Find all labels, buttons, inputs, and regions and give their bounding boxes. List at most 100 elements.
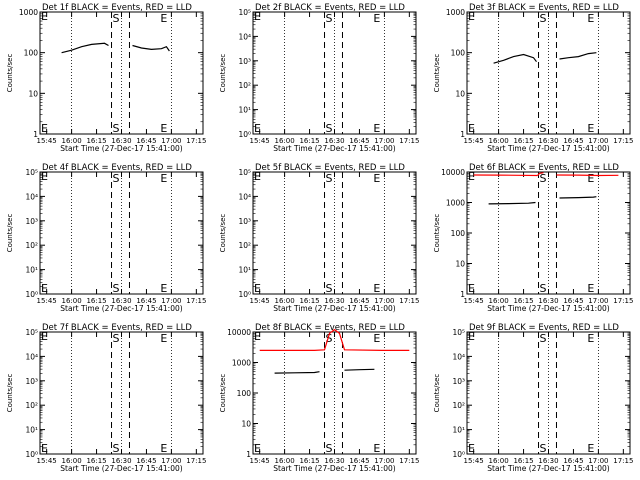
y-axis-label: Counts/sec <box>433 54 441 93</box>
y-tick-label: 10² <box>452 401 465 410</box>
marker-e-label: E <box>468 122 475 135</box>
y-tick-label: 10⁵ <box>25 328 38 337</box>
marker-s-label: S <box>326 282 333 295</box>
series-line-lld <box>537 172 544 176</box>
marker-e-label: E <box>587 282 594 295</box>
x-tick-label: 17:15 <box>399 297 419 305</box>
panel-title: Det 5f BLACK = Events, RED = LLD <box>255 163 405 173</box>
marker-e-label: E <box>254 122 261 135</box>
y-axis-label: Counts/sec <box>433 214 441 253</box>
x-tick-label: 16:45 <box>349 457 369 465</box>
marker-e-label: E <box>41 282 48 295</box>
marker-s-label: S <box>326 122 333 135</box>
x-tick-label: 15:45 <box>37 457 57 465</box>
panel-title: Det 1f BLACK = Events, RED = LLD <box>42 3 192 13</box>
marker-s-label: S <box>540 172 547 185</box>
x-tick-label: 17:00 <box>161 457 181 465</box>
marker-e-label: E <box>587 332 594 345</box>
marker-e-label: E <box>373 442 380 455</box>
x-tick-label: 16:30 <box>324 457 344 465</box>
x-axis-label: Start Time (27-Dec-17 15:41:00) <box>60 464 182 473</box>
marker-e-label: E <box>468 330 475 343</box>
marker-s-label: S <box>326 12 333 25</box>
marker-e-label: E <box>468 170 475 183</box>
marker-e-label: E <box>587 122 594 135</box>
x-tick-label: 16:30 <box>111 297 131 305</box>
x-tick-label: 16:15 <box>86 137 106 145</box>
panel-title: Det 9f BLACK = Events, RED = LLD <box>469 323 619 333</box>
x-tick-label: 17:00 <box>588 297 608 305</box>
x-tick-label: 17:15 <box>186 457 206 465</box>
y-axis-label: Counts/sec <box>6 374 14 413</box>
x-axis-label: Start Time (27-Dec-17 15:41:00) <box>273 304 395 313</box>
x-axis-label: Start Time (27-Dec-17 15:41:00) <box>487 464 609 473</box>
y-tick-label: 10⁵ <box>25 168 38 177</box>
y-tick-label: 100 <box>451 49 466 58</box>
x-tick-label: 16:15 <box>513 457 533 465</box>
x-tick-label: 16:00 <box>275 297 295 305</box>
y-tick-label: 10⁴ <box>238 32 251 41</box>
x-tick-label: 15:45 <box>250 457 270 465</box>
x-axis-label: Start Time (27-Dec-17 15:41:00) <box>60 304 182 313</box>
y-tick-label: 10¹ <box>25 426 38 435</box>
marker-e-label: E <box>41 10 48 23</box>
series-line-events <box>559 196 597 199</box>
marker-e-label: E <box>254 170 261 183</box>
x-tick-label: 16:15 <box>299 457 319 465</box>
y-axis-label: Counts/sec <box>433 374 441 413</box>
panel-det-3: Det 3f BLACK = Events, RED = LLD Counts/s… <box>433 3 633 153</box>
x-tick-label: 16:30 <box>324 297 344 305</box>
y-tick-label: 1 <box>460 290 465 299</box>
panel-det-9: Det 9f BLACK = Events, RED = LLD Counts/s… <box>433 323 633 473</box>
y-tick-label: 10¹ <box>238 266 251 275</box>
panel-title: Det 8f BLACK = Events, RED = LLD <box>255 323 405 333</box>
x-tick-label: 17:15 <box>613 297 633 305</box>
marker-e-label: E <box>254 442 261 455</box>
marker-e-label: E <box>373 172 380 185</box>
marker-s-label: S <box>113 332 120 345</box>
x-tick-label: 16:00 <box>275 457 295 465</box>
marker-s-label: S <box>540 282 547 295</box>
x-tick-label: 16:00 <box>62 457 82 465</box>
marker-e-label: E <box>373 332 380 345</box>
y-tick-label: 10 <box>241 420 251 429</box>
panel-title: Det 3f BLACK = Events, RED = LLD <box>469 3 619 13</box>
marker-e-label: E <box>468 282 475 295</box>
y-tick-label: 1000 <box>19 8 38 17</box>
marker-e-label: E <box>41 330 48 343</box>
y-axis-label: Counts/sec <box>219 374 227 413</box>
marker-s-label: S <box>540 442 547 455</box>
x-tick-label: 17:15 <box>613 137 633 145</box>
y-tick-label: 10⁰ <box>25 290 38 299</box>
panel-det-6: Det 6f BLACK = Events, RED = LLD Counts/s… <box>433 163 633 313</box>
x-tick-label: 16:00 <box>489 457 509 465</box>
y-tick-label: 100 <box>451 229 466 238</box>
y-tick-label: 10 <box>28 89 38 98</box>
x-tick-label: 16:30 <box>538 457 558 465</box>
y-tick-label: 1000 <box>232 359 251 368</box>
x-tick-label: 16:30 <box>324 137 344 145</box>
series-line-events <box>61 42 109 54</box>
y-tick-label: 10⁰ <box>238 290 251 299</box>
marker-s-label: S <box>113 172 120 185</box>
x-tick-label: 17:15 <box>399 457 419 465</box>
series-line-events <box>132 44 170 52</box>
y-tick-label: 1000 <box>446 8 465 17</box>
x-tick-label: 15:45 <box>250 137 270 145</box>
marker-s-label: S <box>326 172 333 185</box>
y-tick-label: 10² <box>25 401 38 410</box>
panel-det-2: Det 2f BLACK = Events, RED = LLD Counts/s… <box>219 3 419 153</box>
x-tick-label: 15:45 <box>250 297 270 305</box>
x-tick-label: 15:45 <box>464 137 484 145</box>
y-axis-label: Counts/sec <box>6 214 14 253</box>
y-tick-label: 10³ <box>238 217 251 226</box>
marker-e-label: E <box>160 442 167 455</box>
x-axis-label: Start Time (27-Dec-17 15:41:00) <box>273 464 395 473</box>
marker-e-label: E <box>373 122 380 135</box>
x-tick-label: 16:00 <box>275 137 295 145</box>
y-tick-label: 10¹ <box>452 426 465 435</box>
marker-s-label: S <box>113 282 120 295</box>
y-tick-label: 1 <box>460 130 465 139</box>
y-tick-label: 10⁰ <box>452 450 465 459</box>
